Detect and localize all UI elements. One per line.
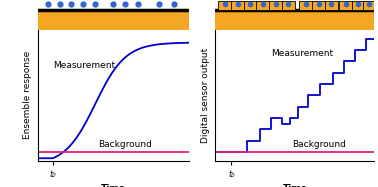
Text: Measurement: Measurement <box>271 49 333 58</box>
Text: Measurement: Measurement <box>53 61 115 70</box>
X-axis label: Time: Time <box>282 184 307 187</box>
FancyBboxPatch shape <box>244 1 257 10</box>
FancyBboxPatch shape <box>312 1 325 10</box>
Bar <box>215 10 374 30</box>
FancyBboxPatch shape <box>218 1 232 10</box>
Bar <box>38 10 189 30</box>
Y-axis label: Ensemble response: Ensemble response <box>23 51 32 140</box>
X-axis label: Time: Time <box>101 184 126 187</box>
FancyBboxPatch shape <box>282 1 295 10</box>
Text: Background: Background <box>292 140 345 149</box>
FancyBboxPatch shape <box>352 1 365 10</box>
FancyBboxPatch shape <box>299 1 313 10</box>
FancyBboxPatch shape <box>325 1 338 10</box>
FancyBboxPatch shape <box>363 1 376 10</box>
FancyBboxPatch shape <box>269 1 282 10</box>
FancyBboxPatch shape <box>256 1 270 10</box>
FancyBboxPatch shape <box>231 1 244 10</box>
FancyBboxPatch shape <box>339 1 352 10</box>
Text: Background: Background <box>98 140 152 149</box>
Y-axis label: Digital sensor output: Digital sensor output <box>201 48 210 143</box>
